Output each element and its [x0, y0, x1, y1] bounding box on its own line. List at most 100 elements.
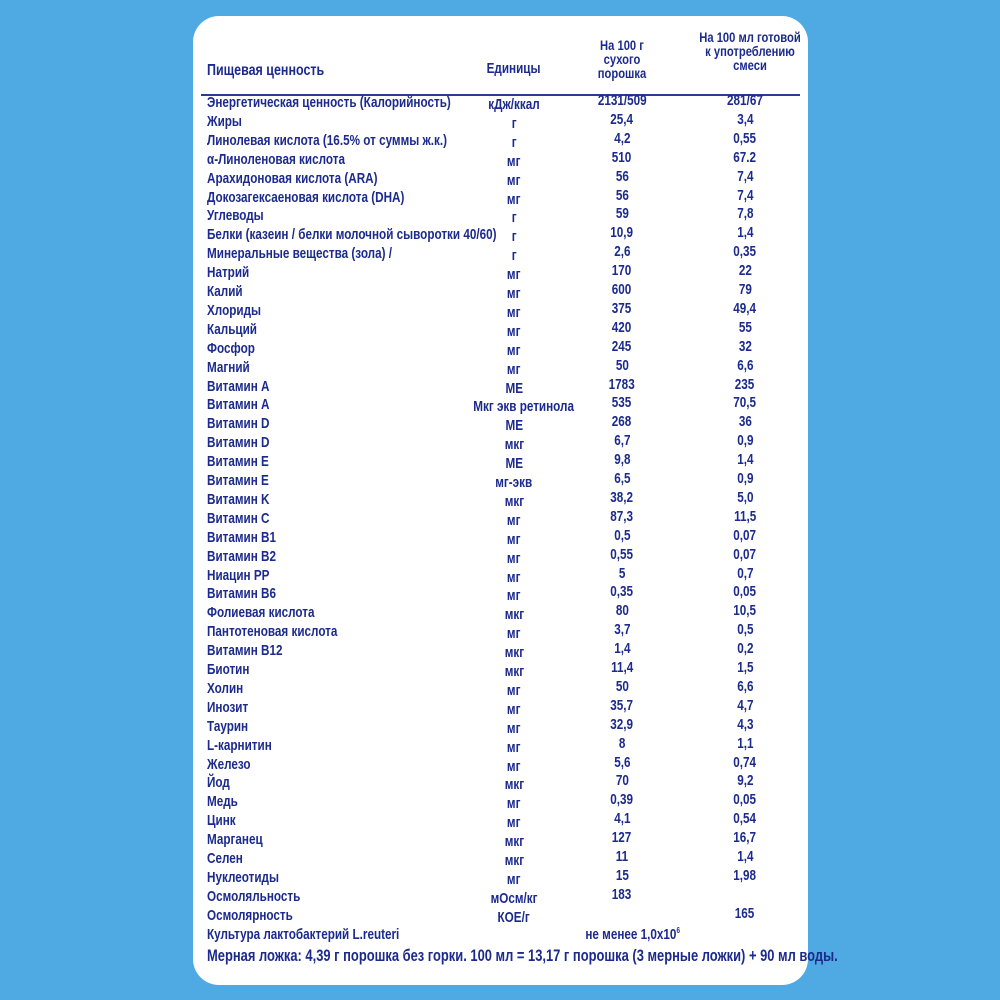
row-name: Докозагексаеновая кислота (DHA): [207, 188, 405, 206]
table-row: Витамин D МЕ 268 36: [193, 413, 808, 434]
row-unit: мкг: [504, 436, 524, 454]
table-row: Железо мг 5,6 0,74: [193, 753, 808, 775]
row-value-per-100ml: 10,5: [733, 602, 757, 620]
row-name: Кальций: [207, 320, 258, 338]
row-value-per-100ml: 0,07: [733, 545, 757, 563]
row-value-per-100g: 9,8: [613, 451, 631, 469]
row-value-per-100g: 5: [618, 564, 626, 582]
row-value-per-100g: 268: [612, 413, 632, 431]
row-value-per-100ml: 1,1: [736, 734, 754, 752]
row-unit: мг: [507, 266, 521, 284]
row-value-per-100g: 183: [612, 885, 632, 903]
row-unit: г: [511, 228, 517, 246]
row-unit: мг: [507, 681, 521, 699]
row-value-per-100g: 420: [612, 318, 632, 336]
row-value-per-100ml: 49,4: [733, 299, 757, 317]
row-unit: мг: [507, 814, 521, 832]
table-row: Витамин A МЕ 1783 235: [193, 375, 808, 397]
row-name: Фолиевая кислота: [207, 604, 315, 622]
row-value-per-100g: 8: [618, 734, 626, 752]
row-unit: мг: [507, 360, 521, 378]
table-row-culture: Культура лактобактерий L.reuteri не мене…: [193, 926, 808, 945]
row-value-per-100g: 50: [615, 677, 629, 695]
row-value-per-100ml: 0,9: [736, 470, 754, 487]
row-unit: мкг: [504, 492, 524, 510]
row-unit: мг: [507, 190, 521, 208]
table-header: Пищевая ценность Единицы На 100 г сухого…: [193, 30, 808, 96]
table-row: Осмоляльность мОсм/кг 183: [193, 885, 808, 907]
row-value-per-100ml: 4,3: [736, 715, 754, 733]
row-unit: мг: [507, 152, 521, 170]
header-unit: Единицы: [487, 60, 541, 77]
row-value-per-100g: 32,9: [610, 715, 634, 733]
row-value-per-100g: 510: [612, 148, 632, 166]
table-row: Таурин мг 32,9 4,3: [193, 715, 808, 737]
table-row: Энергетическая ценность (Калорийность) кД…: [193, 92, 808, 113]
table-row: Йод мкг 70 9,2: [193, 772, 808, 794]
row-value-per-100g: 375: [612, 299, 632, 317]
table-row: Витамин B12 мкг 1,4 0,2: [193, 640, 808, 662]
table-row: Магний мг 50 6,6: [193, 356, 808, 378]
row-unit: мОсм/кг: [490, 889, 538, 907]
row-name: Осмолярность: [207, 906, 293, 924]
row-value-per-100ml: [685, 886, 805, 903]
row-value-per-100ml: 7,4: [736, 186, 754, 204]
row-name: Витамин D: [207, 434, 270, 452]
row-value-per-100g: 127: [612, 829, 632, 847]
row-value-per-100ml: 1,4: [736, 224, 754, 242]
row-value-per-100ml: 1,4: [736, 848, 754, 865]
table-row: Витамин K мкг 38,2 5,0: [193, 488, 808, 510]
row-value-per-100g: 6,7: [613, 432, 631, 450]
row-value-per-100ml: 79: [738, 281, 752, 298]
row-unit: мг: [507, 870, 521, 888]
row-value-per-100g: 80: [615, 602, 629, 620]
row-value-per-100ml: 55: [738, 318, 752, 336]
row-value-per-100ml: 70,5: [733, 394, 757, 412]
row-name: Витамин A: [207, 377, 270, 395]
row-value-per-100g: 35,7: [610, 696, 634, 714]
row-unit: мкг: [504, 644, 524, 662]
row-value-per-100g: 2131/509: [597, 92, 647, 109]
row-unit: г: [511, 133, 517, 151]
row-unit: мг: [507, 285, 521, 302]
row-unit: мкг: [504, 606, 524, 624]
table-row: Линолевая кислота (16.5% от суммы ж.к.) г…: [193, 129, 808, 151]
row-unit: мг: [507, 511, 521, 529]
row-name: Холин: [207, 679, 244, 697]
row-value-per-100ml: 1,5: [736, 659, 754, 676]
row-value-per-100ml: 6,6: [736, 356, 754, 374]
row-value-per-100ml: 3,4: [736, 110, 754, 128]
table-row: Витамин B6 мг 0,35 0,05: [193, 583, 808, 604]
row-name: Биотин: [207, 661, 250, 678]
row-name: Углеводы: [207, 207, 264, 225]
row-value-per-100ml: 0,54: [733, 810, 757, 828]
row-value-per-100g: 38,2: [610, 488, 634, 506]
row-name: Натрий: [207, 264, 250, 282]
table-row: Кальций мг 420 55: [193, 318, 808, 340]
row-name: Хлориды: [207, 301, 261, 319]
row-value-per-100g: 535: [612, 394, 632, 412]
table-row: Цинк мг 4,1 0,54: [193, 810, 808, 832]
row-value-per-100g: 4,2: [613, 129, 631, 147]
row-name: Энергетическая ценность (Калорийность): [207, 94, 451, 111]
row-name: Витамин B6: [207, 585, 277, 603]
row-value-per-100ml: 0,07: [733, 526, 757, 544]
row-name: Магний: [207, 358, 250, 376]
row-value-per-100ml: 0,7: [736, 564, 754, 582]
row-value-per-100g: 0,35: [610, 583, 634, 601]
row-value-per-100ml: 0,74: [733, 753, 757, 771]
table-row: Витамин B2 мг 0,55 0,07: [193, 545, 808, 567]
row-name: Ниацин PP: [207, 566, 270, 584]
row-unit: кДж/ккал: [488, 96, 540, 113]
row-value-per-100ml: 0,55: [733, 129, 757, 147]
row-unit: г: [511, 247, 517, 265]
row-value-per-100g: 59: [615, 205, 629, 223]
row-value-per-100ml: 235: [735, 375, 755, 393]
row-name: Витамин B1: [207, 528, 277, 546]
row-value-per-100ml: 22: [738, 262, 752, 280]
row-value-per-100g: 70: [615, 772, 629, 790]
row-unit: мг: [507, 530, 521, 548]
row-name: Витамин B2: [207, 547, 277, 565]
row-unit: мкг: [504, 776, 524, 794]
row-value-per-100g: 5,6: [613, 753, 631, 771]
